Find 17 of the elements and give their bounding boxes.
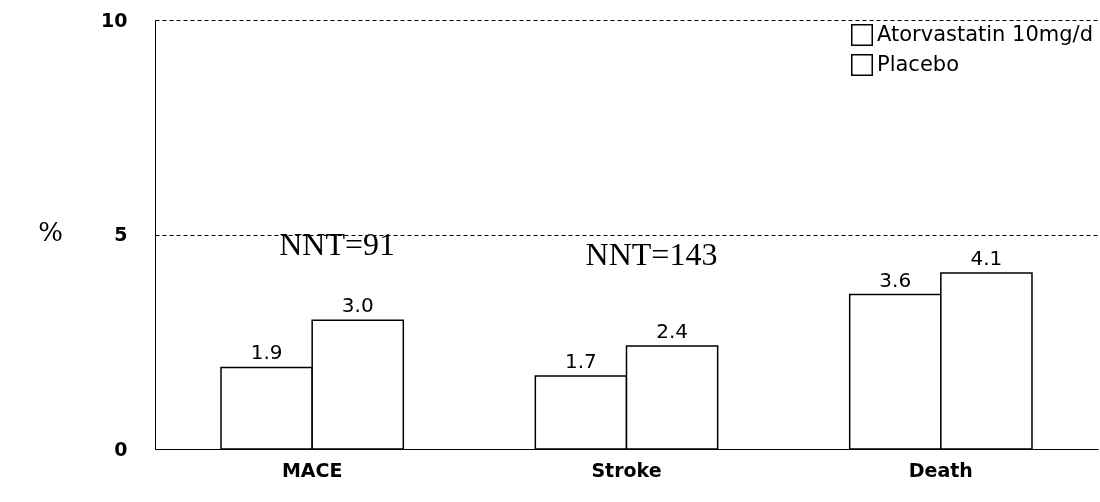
y-tick-label: 5 xyxy=(114,223,128,245)
x-tick-label: Stroke xyxy=(591,458,662,481)
x-tick-label: MACE xyxy=(281,458,343,481)
annotation: NNT=143 xyxy=(585,236,718,272)
legend-label: Atorvastatin 10mg/d xyxy=(877,22,1094,46)
y-axis-title: % xyxy=(38,216,63,247)
data-label: 3.0 xyxy=(341,293,374,318)
x-tick-label: Death xyxy=(908,458,973,481)
legend-label: Placebo xyxy=(877,52,960,76)
data-label: 3.6 xyxy=(879,267,912,292)
y-tick-label: 0 xyxy=(114,437,128,460)
y-tick-label: 10 xyxy=(101,8,128,31)
annotation: NNT=91 xyxy=(279,226,396,262)
data-label: 4.1 xyxy=(970,246,1003,271)
data-label: 1.7 xyxy=(565,349,597,374)
data-label: 1.9 xyxy=(250,340,283,365)
data-label: 2.4 xyxy=(656,319,688,344)
